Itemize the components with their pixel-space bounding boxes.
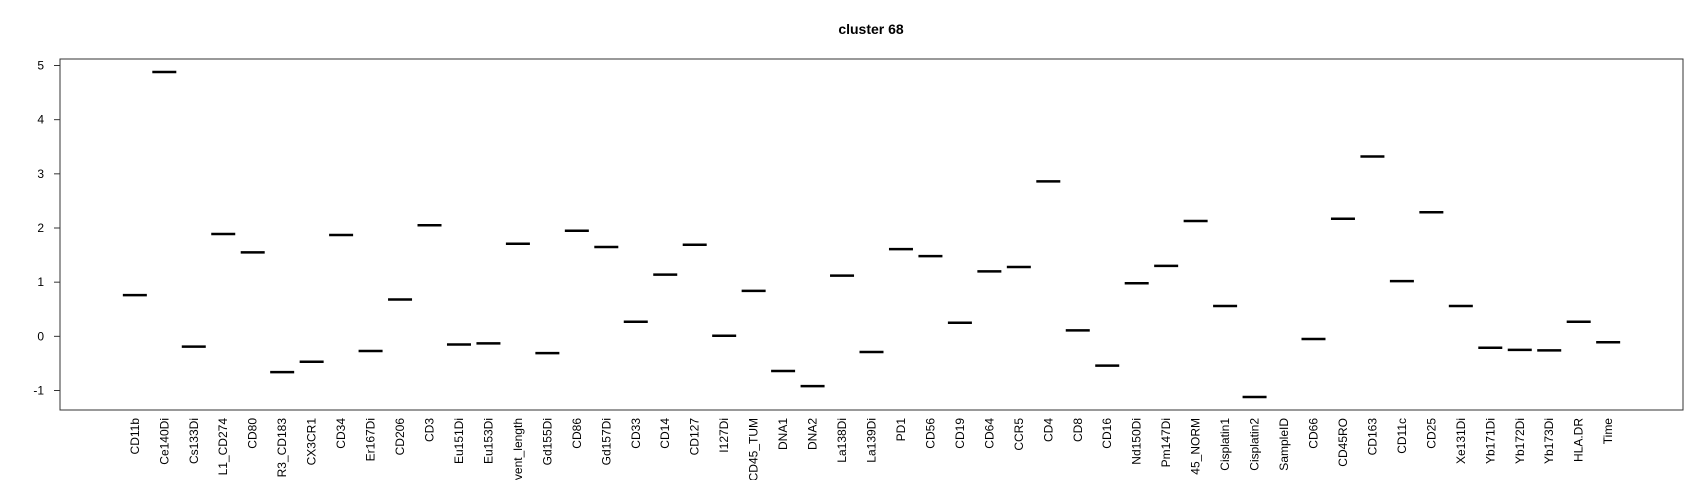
x-tick-label: CD16: [1100, 418, 1114, 449]
x-tick-label: CD66: [1306, 418, 1320, 449]
x-tick-label: CD8: [1071, 418, 1085, 442]
x-tick-label: CD33: [629, 418, 643, 449]
x-tick-label: Cs133Di: [187, 418, 201, 464]
x-tick-label: Time: [1601, 418, 1615, 445]
x-tick-label: R3_CD183: [275, 418, 289, 478]
x-tick-label: DNA2: [806, 418, 820, 450]
y-tick-label: 5: [37, 59, 44, 73]
x-tick-label: Er167Di: [364, 418, 378, 461]
x-tick-label: Pm147Di: [1159, 418, 1173, 467]
x-tick-label: Eu151Di: [452, 418, 466, 464]
x-tick-label: CD19: [953, 418, 967, 449]
x-tick-label: DNA1: [776, 418, 790, 450]
x-tick-label: Xe131Di: [1454, 418, 1468, 464]
x-tick-label: CD25: [1424, 418, 1438, 449]
x-tick-label: CD3: [423, 418, 437, 442]
x-tick-label: Yb173Di: [1542, 418, 1556, 464]
y-tick-label: 3: [37, 167, 44, 181]
x-tick-label: CD4: [1041, 418, 1055, 442]
y-tick-label: 0: [37, 329, 44, 343]
x-tick-label: SampleID: [1277, 418, 1291, 471]
y-tick-label: 4: [37, 113, 44, 127]
y-tick-label: 2: [37, 221, 44, 235]
x-tick-label: CD163: [1365, 418, 1379, 456]
x-tick-label: Gd155Di: [540, 418, 554, 465]
x-tick-label: Yb172Di: [1513, 418, 1527, 464]
x-tick-label: Nd150Di: [1130, 418, 1144, 465]
x-tick-label: I127Di: [717, 418, 731, 453]
x-tick-label: vent_length: [511, 418, 525, 480]
x-tick-label: La139Di: [865, 418, 879, 463]
x-tick-label: Eu153Di: [481, 418, 495, 464]
x-tick-label: Yb171Di: [1483, 418, 1497, 464]
x-tick-label: CD11c: [1395, 418, 1409, 454]
x-tick-label: La138Di: [835, 418, 849, 463]
x-tick-label: CD34: [334, 418, 348, 449]
x-tick-label: CD45RO: [1336, 418, 1350, 467]
x-tick-label: CCR5: [1012, 418, 1026, 451]
x-tick-label: Gd157Di: [599, 418, 613, 465]
x-tick-label: CD45_TUM: [747, 418, 761, 480]
x-tick-label: CD64: [982, 418, 996, 449]
x-tick-label: L1_CD274: [216, 418, 230, 476]
x-tick-label: HLA.DR: [1572, 418, 1586, 462]
x-tick-label: Ce140Di: [157, 418, 171, 465]
y-tick-label: 1: [37, 275, 44, 289]
x-tick-label: 45_NORM: [1189, 418, 1203, 475]
x-tick-label: CD56: [923, 418, 937, 449]
x-tick-label: CD127: [688, 418, 702, 456]
y-tick-label: -1: [33, 384, 44, 398]
x-tick-label: CD11b: [128, 418, 142, 455]
x-tick-label: Cisplatin1: [1218, 418, 1232, 471]
x-tick-label: CD14: [658, 418, 672, 449]
x-tick-label: CD206: [393, 418, 407, 456]
x-tick-label: PD1: [894, 418, 908, 442]
x-tick-label: CD86: [570, 418, 584, 449]
chart-title: cluster 68: [838, 21, 904, 37]
x-tick-label: Cisplatin2: [1248, 418, 1262, 471]
x-tick-label: CX3CR1: [305, 418, 319, 466]
x-tick-label: CD80: [246, 418, 260, 449]
plot-frame: [59, 58, 1684, 411]
